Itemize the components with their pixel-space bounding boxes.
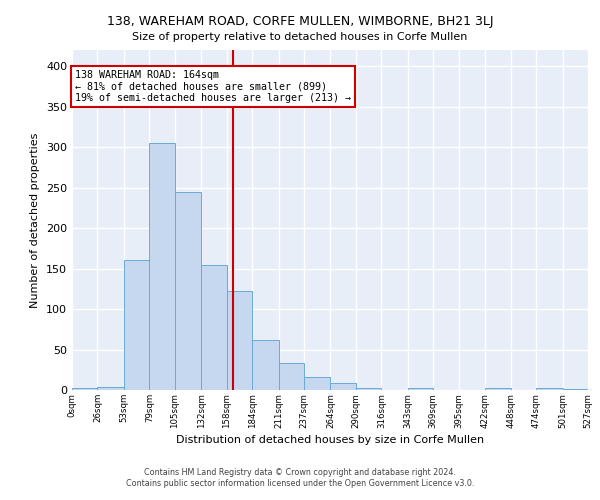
Bar	[149, 143, 175, 390]
Y-axis label: Number of detached properties: Number of detached properties	[31, 132, 40, 308]
Bar	[331, 382, 356, 390]
Bar	[485, 388, 511, 390]
Bar	[356, 388, 382, 390]
Bar	[278, 364, 304, 390]
Bar	[563, 389, 588, 390]
Bar	[175, 192, 201, 390]
Text: 138 WAREHAM ROAD: 164sqm
← 81% of detached houses are smaller (899)
19% of semi-: 138 WAREHAM ROAD: 164sqm ← 81% of detach…	[75, 70, 351, 103]
Bar	[227, 291, 252, 390]
Bar	[97, 387, 124, 390]
Text: Size of property relative to detached houses in Corfe Mullen: Size of property relative to detached ho…	[133, 32, 467, 42]
X-axis label: Distribution of detached houses by size in Corfe Mullen: Distribution of detached houses by size …	[176, 434, 484, 444]
Bar	[252, 340, 278, 390]
Bar	[536, 388, 563, 390]
Bar	[304, 377, 331, 390]
Text: Contains HM Land Registry data © Crown copyright and database right 2024.
Contai: Contains HM Land Registry data © Crown c…	[126, 468, 474, 487]
Text: 138, WAREHAM ROAD, CORFE MULLEN, WIMBORNE, BH21 3LJ: 138, WAREHAM ROAD, CORFE MULLEN, WIMBORN…	[107, 15, 493, 28]
Bar	[408, 388, 433, 390]
Bar	[72, 388, 97, 390]
Bar	[201, 264, 227, 390]
Bar	[124, 260, 149, 390]
